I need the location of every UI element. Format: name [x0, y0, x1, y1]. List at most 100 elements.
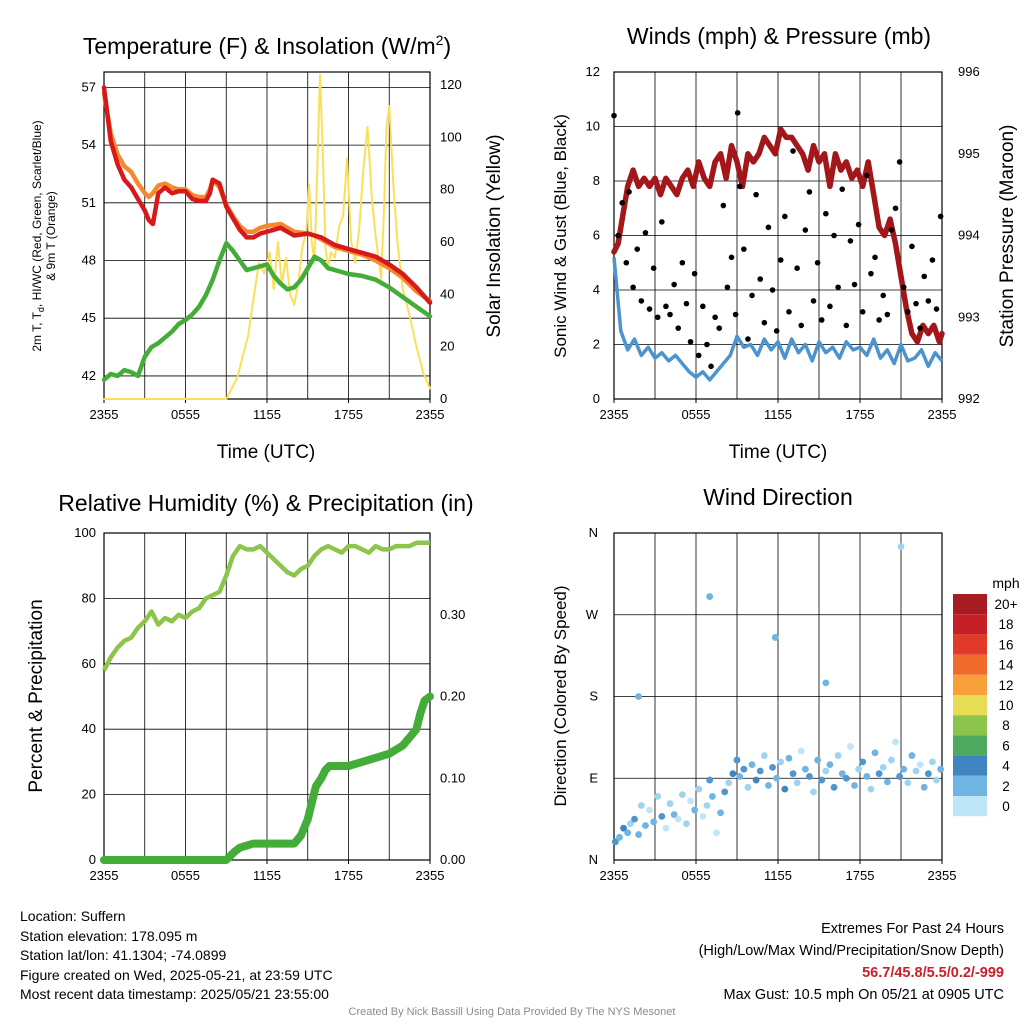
direction-point: [658, 813, 666, 820]
direction-point: [789, 770, 797, 778]
temperature-y-right-tick-label: 120: [440, 77, 462, 92]
temperature-series-td: [101, 240, 433, 383]
temperature-y-left-tick-label: 45: [82, 310, 96, 325]
direction-point: [826, 761, 834, 769]
humidity-series-rh: [102, 540, 430, 672]
gust-point: [736, 183, 743, 190]
direction-point: [842, 774, 850, 782]
gust-point: [687, 338, 694, 345]
direction-point: [773, 774, 781, 782]
direction-y-tick-label: S: [589, 689, 598, 704]
winds-y-right-tick-label: 994: [958, 228, 980, 243]
humidity-x-tick-label: 1755: [334, 868, 363, 883]
legend-swatch: [953, 614, 987, 635]
gust-point: [921, 273, 928, 280]
gust-point: [859, 309, 866, 315]
direction-point: [721, 788, 729, 796]
direction-title: Wind Direction: [703, 484, 853, 510]
direction-point: [683, 820, 690, 828]
legend-title: mph: [992, 575, 1019, 591]
gust-point: [880, 292, 887, 299]
direction-point: [871, 749, 879, 757]
winds-y-left-tick-label: 10: [586, 119, 600, 134]
direction-point: [706, 593, 714, 600]
gust-point: [761, 319, 768, 326]
gust-point: [741, 246, 747, 252]
direction-point: [818, 776, 826, 784]
gust-point: [704, 341, 710, 348]
direction-x-tick-label: 2355: [928, 868, 957, 883]
direction-point: [785, 754, 793, 762]
direction-point: [924, 770, 932, 778]
direction-point: [760, 752, 768, 759]
extremes-title: Extremes For Past 24 Hours: [821, 921, 1004, 937]
gust-point: [937, 213, 944, 220]
temperature-x-tick-label: 1755: [334, 407, 363, 422]
direction-point: [863, 773, 871, 780]
gust-point: [611, 112, 617, 119]
direction-point: [822, 767, 830, 775]
gust-point: [835, 284, 841, 291]
direction-point: [822, 679, 830, 687]
direction-point: [709, 793, 716, 800]
direction-point: [892, 738, 899, 746]
credit-text: Created By Nick Bassill Using Data Provi…: [348, 1006, 676, 1018]
winds-y-left-tick-label: 8: [593, 173, 600, 188]
winds-y-left-tick-label: 2: [593, 337, 600, 352]
direction-point: [637, 802, 645, 809]
gust-point: [642, 229, 649, 236]
gust-point: [794, 265, 800, 272]
humidity-y-right-tick-label: 0.00: [440, 852, 465, 867]
gust-point: [691, 270, 698, 277]
legend-swatch: [953, 695, 987, 716]
direction-point: [744, 783, 752, 791]
gust-point: [786, 309, 792, 315]
humidity-series-precip: [100, 692, 434, 864]
legend-label: 14: [998, 658, 1014, 673]
legend-label: 8: [1002, 718, 1010, 733]
gust-point: [630, 284, 636, 291]
legend-label: 10: [998, 698, 1013, 713]
winds-y-right-tick-label: 992: [958, 391, 980, 406]
direction-point: [646, 806, 653, 814]
gust-point: [790, 148, 796, 154]
winds-x-tick-label: 1755: [846, 407, 875, 422]
gust-point: [831, 232, 837, 239]
temperature-y-left-tick-label: 57: [82, 79, 96, 94]
gust-point: [623, 259, 630, 266]
direction-point: [814, 756, 822, 764]
direction-point: [756, 767, 764, 775]
gust-point: [716, 325, 723, 331]
gust-point: [659, 219, 665, 225]
winds-plot: 2355 0555 1155 1755 235502468101299299399499…: [586, 64, 980, 422]
gust-point: [851, 281, 858, 288]
direction-point: [806, 773, 813, 780]
direction-point: [875, 770, 883, 778]
gust-point: [929, 257, 936, 263]
direction-point: [627, 820, 634, 828]
winds-y-right-label: Station Pressure (Maroon): [997, 125, 1018, 348]
gust-point: [634, 246, 641, 252]
gust-point: [843, 322, 850, 329]
direction-point: [662, 824, 670, 832]
gust-point: [638, 298, 645, 304]
gust-point: [872, 254, 878, 261]
gust-point: [695, 352, 702, 359]
gust-point: [818, 317, 825, 323]
temperature-y-left-label-2: & 9m T (Orange): [44, 191, 58, 281]
gust-point: [765, 224, 772, 231]
direction-point: [725, 779, 733, 787]
gust-point: [925, 298, 932, 304]
humidity-title: Relative Humidity (%) & Precipitation (i…: [58, 490, 473, 516]
plots-layer: 2355 0555 1155 1755 235542454851545702040608…: [74, 64, 1017, 883]
direction-point: [678, 791, 686, 798]
direction-point: [765, 782, 772, 789]
gust-point: [913, 300, 919, 307]
created-text: Figure created on Wed, 2025-05-21, at 23…: [20, 966, 333, 983]
temperature-y-right-tick-label: 60: [440, 234, 454, 249]
direction-point: [908, 752, 916, 759]
gust-point: [708, 363, 714, 370]
direction-point: [810, 788, 817, 796]
temperature-y-right-tick-label: 80: [440, 182, 454, 197]
direction-point: [654, 793, 662, 800]
